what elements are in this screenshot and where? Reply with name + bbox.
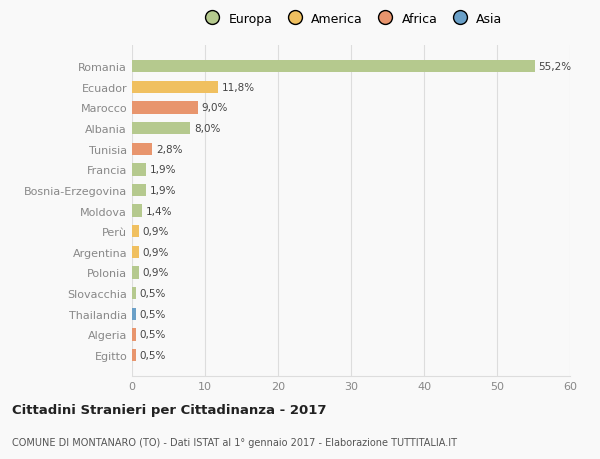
Bar — [132, 205, 142, 217]
Text: Cittadini Stranieri per Cittadinanza - 2017: Cittadini Stranieri per Cittadinanza - 2… — [12, 403, 326, 416]
Bar — [132, 225, 139, 238]
Text: 0,9%: 0,9% — [142, 268, 169, 278]
Bar — [132, 102, 198, 114]
Legend: Europa, America, Africa, Asia: Europa, America, Africa, Asia — [200, 12, 502, 25]
Bar — [132, 246, 139, 258]
Text: 1,4%: 1,4% — [146, 206, 172, 216]
Text: 0,5%: 0,5% — [139, 288, 166, 298]
Text: 55,2%: 55,2% — [539, 62, 572, 72]
Bar — [132, 267, 139, 279]
Text: 2,8%: 2,8% — [156, 145, 182, 154]
Text: 9,0%: 9,0% — [202, 103, 228, 113]
Text: 1,9%: 1,9% — [149, 185, 176, 196]
Text: 0,9%: 0,9% — [142, 247, 169, 257]
Bar — [132, 329, 136, 341]
Bar — [132, 123, 190, 135]
Text: 0,5%: 0,5% — [139, 309, 166, 319]
Text: 0,5%: 0,5% — [139, 330, 166, 340]
Bar — [132, 349, 136, 361]
Text: 0,9%: 0,9% — [142, 227, 169, 237]
Bar — [132, 185, 146, 197]
Bar — [132, 287, 136, 300]
Bar — [132, 164, 146, 176]
Bar — [132, 82, 218, 94]
Text: 11,8%: 11,8% — [222, 83, 255, 93]
Text: 8,0%: 8,0% — [194, 124, 220, 134]
Text: COMUNE DI MONTANARO (TO) - Dati ISTAT al 1° gennaio 2017 - Elaborazione TUTTITAL: COMUNE DI MONTANARO (TO) - Dati ISTAT al… — [12, 437, 457, 447]
Text: 0,5%: 0,5% — [139, 350, 166, 360]
Text: 1,9%: 1,9% — [149, 165, 176, 175]
Bar — [132, 61, 535, 73]
Bar — [132, 143, 152, 156]
Bar — [132, 308, 136, 320]
